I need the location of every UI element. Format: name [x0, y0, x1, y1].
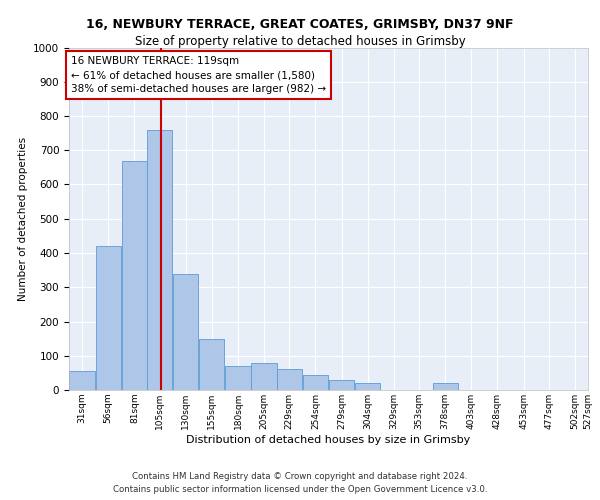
Bar	[199, 338, 224, 390]
Text: 16, NEWBURY TERRACE, GREAT COATES, GRIMSBY, DN37 9NF: 16, NEWBURY TERRACE, GREAT COATES, GRIMS…	[86, 18, 514, 30]
Text: Contains HM Land Registry data © Crown copyright and database right 2024.: Contains HM Land Registry data © Crown c…	[132, 472, 468, 481]
Bar	[70, 371, 95, 390]
Bar	[433, 383, 458, 390]
Bar	[122, 160, 147, 390]
Text: Contains public sector information licensed under the Open Government Licence v3: Contains public sector information licen…	[113, 485, 487, 494]
Bar	[277, 370, 302, 390]
Text: 16 NEWBURY TERRACE: 119sqm
← 61% of detached houses are smaller (1,580)
38% of s: 16 NEWBURY TERRACE: 119sqm ← 61% of deta…	[71, 56, 326, 94]
X-axis label: Distribution of detached houses by size in Grimsby: Distribution of detached houses by size …	[187, 434, 470, 444]
Bar	[355, 383, 380, 390]
Bar	[303, 374, 328, 390]
Bar	[147, 130, 172, 390]
Text: Size of property relative to detached houses in Grimsby: Size of property relative to detached ho…	[134, 35, 466, 48]
Bar	[251, 362, 277, 390]
Bar	[226, 366, 251, 390]
Y-axis label: Number of detached properties: Number of detached properties	[17, 136, 28, 301]
Bar	[173, 274, 199, 390]
Bar	[329, 380, 354, 390]
Bar	[95, 246, 121, 390]
